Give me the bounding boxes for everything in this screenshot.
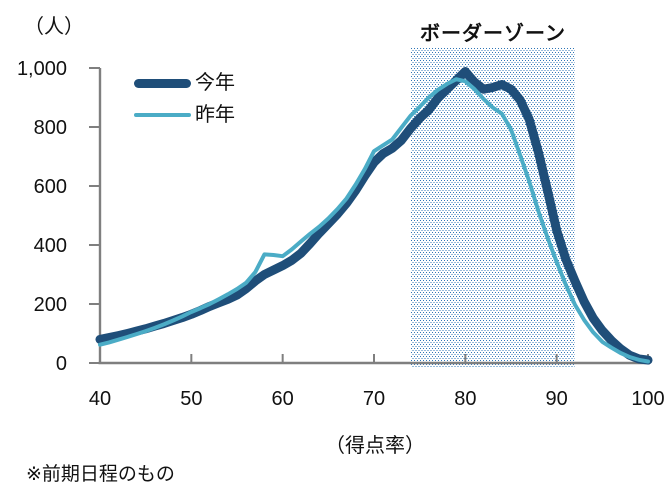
- y-tick-label: 1,000: [17, 58, 67, 80]
- x-tick-label: 100: [631, 388, 664, 410]
- legend-label-last-year: 昨年: [195, 104, 235, 126]
- x-tick-label: 60: [272, 388, 294, 410]
- x-tick-label: 40: [89, 388, 111, 410]
- x-tick-label: 80: [454, 388, 476, 410]
- legend-item-last-year: 昨年: [134, 104, 235, 126]
- x-axis-title: （得点率）: [325, 435, 425, 457]
- y-axis-unit-label: （人）: [24, 16, 84, 38]
- line-last-year: [98, 77, 650, 364]
- legend-item-this-year: 今年: [134, 72, 235, 94]
- x-tick-label: 90: [546, 388, 568, 410]
- y-tick-label: 600: [34, 176, 67, 198]
- y-tick-label: 400: [34, 235, 67, 257]
- border-zone-title: ボーダーゾーン: [420, 23, 566, 45]
- legend-line-last-year: [134, 113, 191, 117]
- footnote: ※前期日程のもの: [26, 464, 175, 485]
- y-tick-label: 200: [34, 294, 67, 316]
- line-this-year: [95, 67, 653, 365]
- y-tick-label: 0: [56, 353, 67, 375]
- legend-line-this-year: [134, 78, 191, 88]
- y-tick-label: 800: [34, 117, 67, 139]
- legend: 今年 昨年: [134, 72, 235, 136]
- x-tick-label: 50: [180, 388, 202, 410]
- legend-label-this-year: 今年: [195, 72, 235, 94]
- x-tick-label: 70: [363, 388, 385, 410]
